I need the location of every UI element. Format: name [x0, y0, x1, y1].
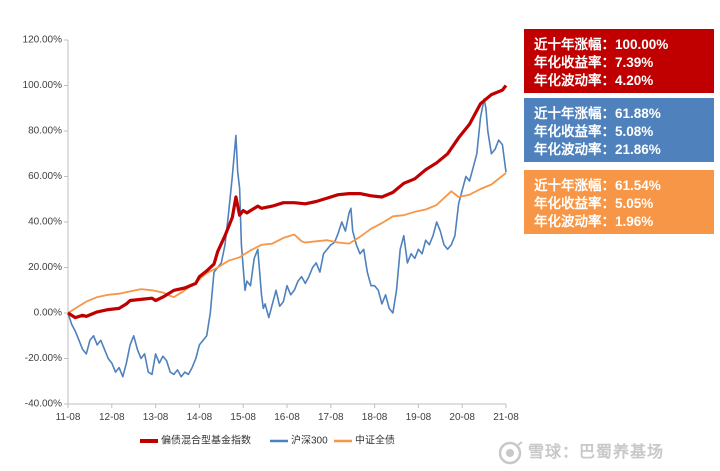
x-tick-label: 20-08 — [449, 412, 475, 423]
series-layer — [67, 84, 508, 378]
watermark-text: 雪球：巴蜀养基场 — [528, 444, 665, 461]
series-line-2 — [67, 172, 507, 314]
x-tick-label: 19-08 — [406, 412, 432, 423]
y-tick-label: -20.00% — [25, 353, 62, 364]
watermark: 雪球：巴蜀养基场 — [498, 440, 713, 466]
legend-label: 偏债混合型基金指数 — [161, 434, 251, 447]
stat-annual-volatility: 年化波动率：4.20% — [534, 73, 654, 88]
y-tick-label: 60.00% — [28, 171, 62, 182]
stat-ten-year-gain: 近十年涨幅：61.88% — [534, 106, 661, 121]
y-tick-label: -40.00% — [25, 399, 62, 410]
stat-ten-year-gain: 近十年涨幅：100.00% — [534, 37, 669, 52]
x-tick-label: 14-08 — [187, 412, 213, 423]
y-tick-label: 100.00% — [23, 80, 63, 91]
y-tick-label: 120.00% — [23, 35, 63, 46]
stat-annual-return: 年化收益率：7.39% — [534, 55, 654, 70]
stat-annual-return: 年化收益率：5.05% — [534, 196, 654, 211]
stat-ten-year-gain: 近十年涨幅：61.54% — [534, 178, 661, 193]
x-tick-label: 21-08 — [493, 412, 519, 423]
stat-annual-volatility: 年化波动率：21.86% — [534, 142, 661, 157]
x-tick-label: 17-08 — [318, 412, 344, 423]
snowball-logo-icon — [498, 441, 523, 465]
legend: 偏债混合型基金指数 沪深300 中证全债 — [140, 434, 395, 447]
stat-box-bond-hybrid-fund: 近十年涨幅：100.00% 年化收益率：7.39% 年化波动率：4.20% — [524, 29, 714, 93]
series-line-1 — [67, 98, 507, 378]
y-tick-label: 80.00% — [28, 126, 62, 137]
y-tick-label: 0.00% — [34, 308, 62, 319]
x-tick-label: 11-08 — [56, 412, 81, 423]
stat-box-china-bond-index: 近十年涨幅：61.54% 年化收益率：5.05% 年化波动率：1.96% — [524, 170, 714, 234]
x-tick-label: 16-08 — [274, 412, 300, 423]
legend-label: 中证全债 — [355, 434, 395, 447]
x-tick-label: 13-08 — [143, 412, 169, 423]
y-tick-label: 20.00% — [28, 262, 62, 273]
stat-box-hs300: 近十年涨幅：61.88% 年化收益率：5.08% 年化波动率：21.86% — [524, 98, 714, 162]
stat-annual-volatility: 年化波动率：1.96% — [534, 214, 654, 229]
x-tick-label: 18-08 — [362, 412, 388, 423]
x-tick-label: 15-08 — [230, 412, 256, 423]
stat-annual-return: 年化收益率：5.08% — [534, 124, 654, 139]
y-tick-label: 40.00% — [28, 217, 62, 228]
axes: -40.00% -20.00% 0.00% 20.00% 40.00% 60.00% 80.… — [23, 35, 520, 423]
x-tick-label: 12-08 — [99, 412, 125, 423]
series-line-0 — [67, 84, 508, 320]
legend-label: 沪深300 — [291, 434, 328, 447]
